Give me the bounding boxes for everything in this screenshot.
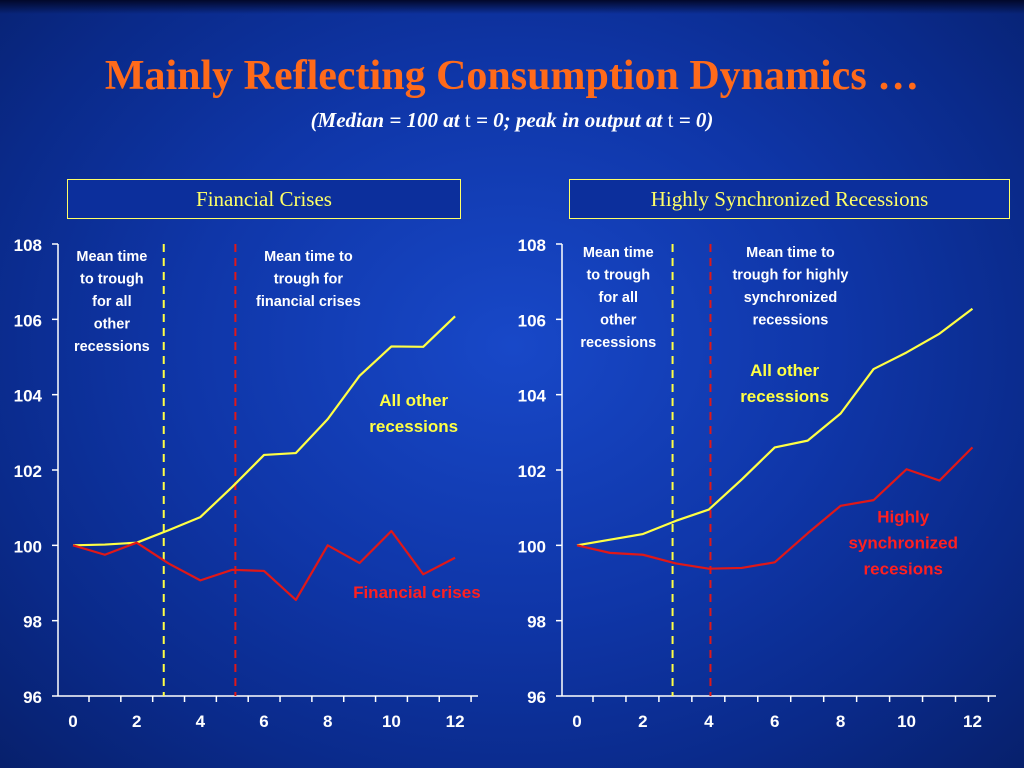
y-tick-label: 96 bbox=[23, 688, 42, 707]
mean-trough-label-line: financial crises bbox=[256, 294, 361, 310]
y-tick-label: 100 bbox=[518, 537, 546, 556]
x-tick-label: 12 bbox=[963, 712, 982, 731]
series-label-line: recessions bbox=[740, 387, 829, 406]
mean-trough-label-line: trough for highly bbox=[732, 268, 848, 284]
series-label-line: recesions bbox=[864, 560, 943, 579]
mean-trough-label-line: other bbox=[94, 317, 131, 333]
y-tick-label: 106 bbox=[14, 311, 42, 330]
x-tick-label: 6 bbox=[259, 712, 268, 731]
subtitle-part: (Median = 100 at bbox=[310, 108, 465, 132]
mean-trough-label-line: recessions bbox=[580, 335, 656, 351]
subtitle-part: t bbox=[464, 108, 471, 132]
x-tick-label: 10 bbox=[897, 712, 916, 731]
top-band bbox=[0, 0, 1024, 14]
y-tick-label: 98 bbox=[23, 613, 42, 632]
series-label-line: synchronized bbox=[848, 534, 958, 553]
x-tick-label: 2 bbox=[132, 712, 141, 731]
series-label: All other recessions bbox=[740, 361, 829, 406]
y-tick-label: 104 bbox=[518, 387, 547, 406]
x-tick-label: 0 bbox=[572, 712, 581, 731]
mean-trough-label-line: synchronized bbox=[744, 290, 837, 306]
mean-trough-label: Mean time to trough for all other recessions bbox=[580, 245, 656, 351]
panel-title-synchronized-recessions: Highly Synchronized Recessions bbox=[569, 179, 1010, 219]
series-line bbox=[72, 529, 456, 602]
x-tick-label: 10 bbox=[382, 712, 401, 731]
subtitle-part: = 0) bbox=[673, 108, 714, 132]
series-label: All other recessions bbox=[369, 391, 458, 436]
y-tick-label: 100 bbox=[14, 537, 42, 556]
series-line bbox=[576, 446, 974, 570]
mean-trough-label-line: Mean time to bbox=[264, 249, 353, 265]
mean-trough-label-line: Mean time bbox=[76, 249, 147, 265]
mean-trough-label-line: Mean time to bbox=[746, 245, 835, 261]
series-label: Financial crises bbox=[353, 583, 481, 602]
slide-title: Mainly Reflecting Consumption Dynamics … bbox=[104, 53, 920, 99]
y-tick-label: 106 bbox=[518, 311, 546, 330]
series-label-line: Highly bbox=[877, 508, 929, 527]
series-label-line: recessions bbox=[369, 417, 458, 436]
x-tick-label: 4 bbox=[704, 712, 714, 731]
x-tick-label: 0 bbox=[68, 712, 77, 731]
y-tick-label: 108 bbox=[14, 236, 42, 255]
mean-trough-label: Mean time to trough for financial crises bbox=[256, 249, 361, 310]
x-tick-label: 4 bbox=[196, 712, 206, 731]
mean-trough-label-line: trough for bbox=[274, 272, 344, 288]
mean-trough-label: Mean time to trough for all other recessions bbox=[74, 249, 150, 355]
x-tick-label: 2 bbox=[638, 712, 647, 731]
y-tick-label: 102 bbox=[14, 462, 42, 481]
x-tick-label: 12 bbox=[446, 712, 465, 731]
y-tick-label: 96 bbox=[527, 688, 546, 707]
subtitle-part: t bbox=[667, 108, 674, 132]
slide-subtitle: (Median = 100 at t = 0; peak in output a… bbox=[0, 108, 1024, 133]
mean-trough-label-line: recessions bbox=[753, 313, 829, 329]
x-tick-label: 6 bbox=[770, 712, 779, 731]
y-tick-label: 98 bbox=[527, 613, 546, 632]
panel-title-financial-crises: Financial Crises bbox=[67, 179, 461, 219]
subtitle-part: = 0; peak in output at bbox=[470, 108, 668, 132]
mean-trough-label-line: to trough bbox=[586, 268, 650, 284]
mean-trough-label-line: other bbox=[600, 313, 637, 329]
x-tick-label: 8 bbox=[836, 712, 845, 731]
mean-trough-label-line: for all bbox=[92, 294, 131, 310]
y-tick-label: 104 bbox=[14, 387, 43, 406]
x-tick-label: 8 bbox=[323, 712, 332, 731]
y-tick-label: 108 bbox=[518, 236, 546, 255]
mean-trough-label-line: recessions bbox=[74, 339, 150, 355]
mean-trough-label: Mean time to trough for highly synchronize… bbox=[732, 245, 848, 329]
y-tick-label: 102 bbox=[518, 462, 546, 481]
mean-trough-label-line: to trough bbox=[80, 272, 144, 288]
series-label: Highly synchronized recesions bbox=[848, 508, 958, 579]
mean-trough-label-line: Mean time bbox=[583, 245, 654, 261]
series-label-line: All other bbox=[750, 361, 819, 380]
mean-trough-label-line: for all bbox=[599, 290, 638, 306]
series-label-line: All other bbox=[379, 391, 448, 410]
series-label-line: Financial crises bbox=[353, 583, 481, 602]
series-line bbox=[576, 307, 974, 547]
